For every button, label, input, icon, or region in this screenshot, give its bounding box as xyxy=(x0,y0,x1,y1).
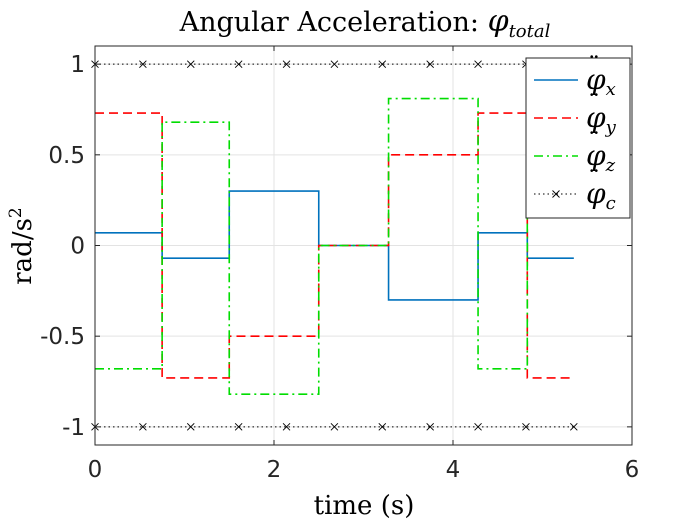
x-tick-label: 2 xyxy=(267,457,282,483)
series-marker-c xyxy=(139,423,147,431)
series-marker-c xyxy=(186,60,195,68)
series-group xyxy=(91,60,578,431)
y-tick-label: 1 xyxy=(70,52,85,78)
legend-label: φx xyxy=(586,63,616,100)
legend-label: φc xyxy=(586,177,616,214)
series-line-z xyxy=(95,97,574,396)
x-tick-label: 6 xyxy=(625,457,640,483)
legend-item-c: φc¨ xyxy=(534,166,616,214)
series-marker-c xyxy=(330,423,339,431)
series-marker-c xyxy=(234,423,243,431)
series-marker-c xyxy=(426,423,434,431)
legend-ddot-accent: ¨ xyxy=(588,52,600,80)
chart-title-symbol: φ xyxy=(488,4,509,39)
series-marker-c xyxy=(570,423,578,431)
series-marker-c xyxy=(234,60,243,68)
series-marker-c xyxy=(330,60,339,68)
series-marker-c xyxy=(522,423,530,431)
series-marker-c xyxy=(474,60,482,68)
legend-label: φy xyxy=(586,101,617,138)
legend-item-x: φx¨ xyxy=(534,52,616,100)
series-marker-c xyxy=(474,423,482,431)
chart-title-main: Angular Acceleration: xyxy=(179,7,488,38)
legend-ddot-accent: ¨ xyxy=(588,166,600,194)
chart-title: Angular Acceleration: φtotal xyxy=(179,4,551,42)
y-axis-label-exponent: 2 xyxy=(6,207,26,218)
legend-ddot-accent: ¨ xyxy=(588,90,600,118)
series-marker-c xyxy=(378,60,387,68)
series-marker-c xyxy=(282,423,291,431)
y-axis-label-base: rad/s xyxy=(8,218,38,285)
legend-marker-sample xyxy=(552,190,560,198)
series-marker-c xyxy=(139,60,147,68)
legend: φx¨φy¨φz¨φc¨ xyxy=(525,52,631,219)
y-tick-label: -1 xyxy=(62,415,85,441)
title-ddot-accent: ¨ xyxy=(492,0,505,20)
legend-item-z: φz¨ xyxy=(534,128,616,176)
series-marker-c xyxy=(378,423,387,431)
legend-label: φz xyxy=(586,139,616,176)
y-tick-label: 0 xyxy=(70,234,85,260)
x-tick-label: 0 xyxy=(88,457,103,483)
x-axis-label: time (s) xyxy=(314,491,415,521)
series-marker-c xyxy=(282,60,291,68)
series-line-y xyxy=(95,112,574,379)
y-tick-label: 0.5 xyxy=(48,143,85,169)
legend-ddot-accent: ¨ xyxy=(588,128,600,156)
chart-title-subscript: total xyxy=(509,21,551,42)
legend-item-y: φy¨ xyxy=(534,90,617,138)
y-axis-label: rad/s2 xyxy=(6,207,38,285)
x-tick-label: 4 xyxy=(446,457,461,483)
legend-box xyxy=(525,57,631,219)
y-tick-label: -0.5 xyxy=(40,324,85,350)
series-marker-c xyxy=(186,423,195,431)
tick-labels: 0 2 4 6 -1 -0.5 0 0.5 1 xyxy=(40,52,639,483)
series-marker-c xyxy=(426,60,434,68)
